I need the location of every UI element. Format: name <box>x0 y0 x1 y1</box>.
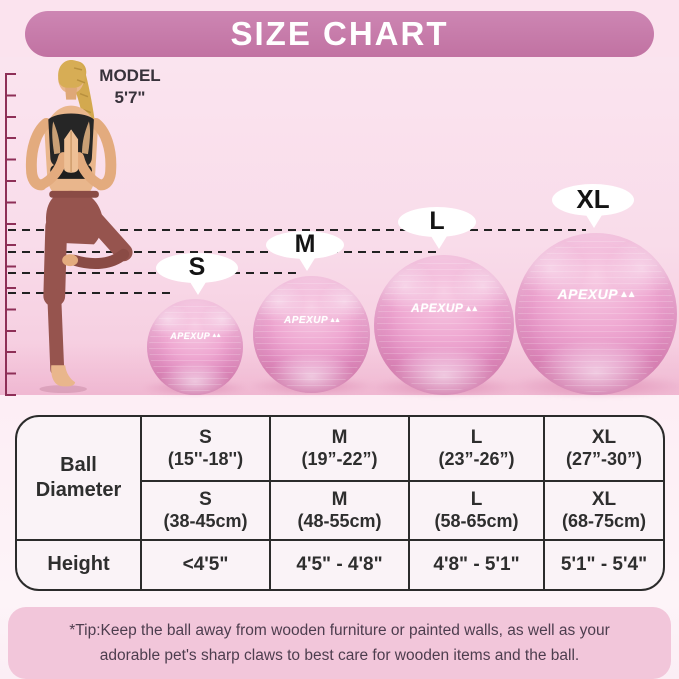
cell-xl-cm: XL (68-75cm) <box>543 480 663 539</box>
bubble-label-xl: XL <box>576 183 610 214</box>
height-ruler-ticks <box>5 73 16 397</box>
ball-diameter-header: Ball Diameter <box>35 454 122 501</box>
cell-l-inch: L (23”-26”) <box>408 417 543 480</box>
cell-s-cm: S (38-45cm) <box>140 480 269 539</box>
cell-height-l: 4'8" - 5'1" <box>408 539 543 589</box>
mountain-icon: ▲▲ <box>464 303 479 314</box>
scene: MODEL 5'7" APEXUP ▲▲ APEXUP ▲▲ APEXUP ▲▲ AP… <box>0 57 679 398</box>
measure-line-m <box>8 272 298 274</box>
brand-logo: APEXUP ▲▲ <box>170 330 222 341</box>
ball-xl: APEXUP ▲▲ <box>515 233 677 395</box>
mountain-icon: ▲▲ <box>329 316 341 324</box>
measure-line-l <box>8 251 438 253</box>
size-table: Ball Diameter S (15''-18'') M (19”-22”) … <box>15 415 665 591</box>
title-banner: SIZE CHART <box>25 11 654 57</box>
model-label: MODEL 5'7" <box>95 65 165 109</box>
size-bubble-m: M <box>266 229 344 271</box>
cell-s-inch: S (15''-18'') <box>140 417 269 480</box>
bubble-label-s: S <box>188 252 206 281</box>
cell-height-m: 4'5" - 4'8" <box>269 539 408 589</box>
model-figure <box>25 59 133 394</box>
brand-logo: APEXUP ▲▲ <box>557 286 637 303</box>
size-bubble-l: L <box>398 206 476 249</box>
tip-text-line2: adorable pet's sharp claws to best care … <box>99 647 580 664</box>
cell-l-cm: L (58-65cm) <box>408 480 543 539</box>
cell-m-inch: M (19”-22”) <box>269 417 408 480</box>
measure-line-s <box>8 292 173 294</box>
mountain-icon: ▲▲ <box>619 288 636 300</box>
model-label-line1: MODEL <box>99 66 161 85</box>
model-height: 5'7" <box>114 88 146 107</box>
mountain-icon: ▲▲ <box>211 332 222 340</box>
height-header: Height <box>17 539 140 589</box>
ball-l: APEXUP ▲▲ <box>374 255 514 395</box>
brand-logo: APEXUP ▲▲ <box>411 301 479 316</box>
brand-logo: APEXUP ▲▲ <box>284 314 341 326</box>
cell-height-xl: 5'1" - 5'4" <box>543 539 663 589</box>
ball-m: APEXUP ▲▲ <box>253 276 370 393</box>
size-bubble-s: S <box>156 252 238 295</box>
size-bubble-xl: XL <box>552 183 634 228</box>
bubble-label-m: M <box>294 229 316 258</box>
cell-height-s: <4'5" <box>140 539 269 589</box>
cell-xl-inch: XL (27”-30”) <box>543 417 663 480</box>
tip-box: *Tip:Keep the ball away from wooden furn… <box>8 607 671 679</box>
ball-s: APEXUP ▲▲ <box>147 299 243 395</box>
tip-text-line1: *Tip:Keep the ball away from wooden furn… <box>69 622 610 639</box>
bubble-label-l: L <box>429 206 445 235</box>
page-title: SIZE CHART <box>230 15 449 52</box>
measure-line-xl <box>8 229 586 231</box>
cell-m-cm: M (48-55cm) <box>269 480 408 539</box>
